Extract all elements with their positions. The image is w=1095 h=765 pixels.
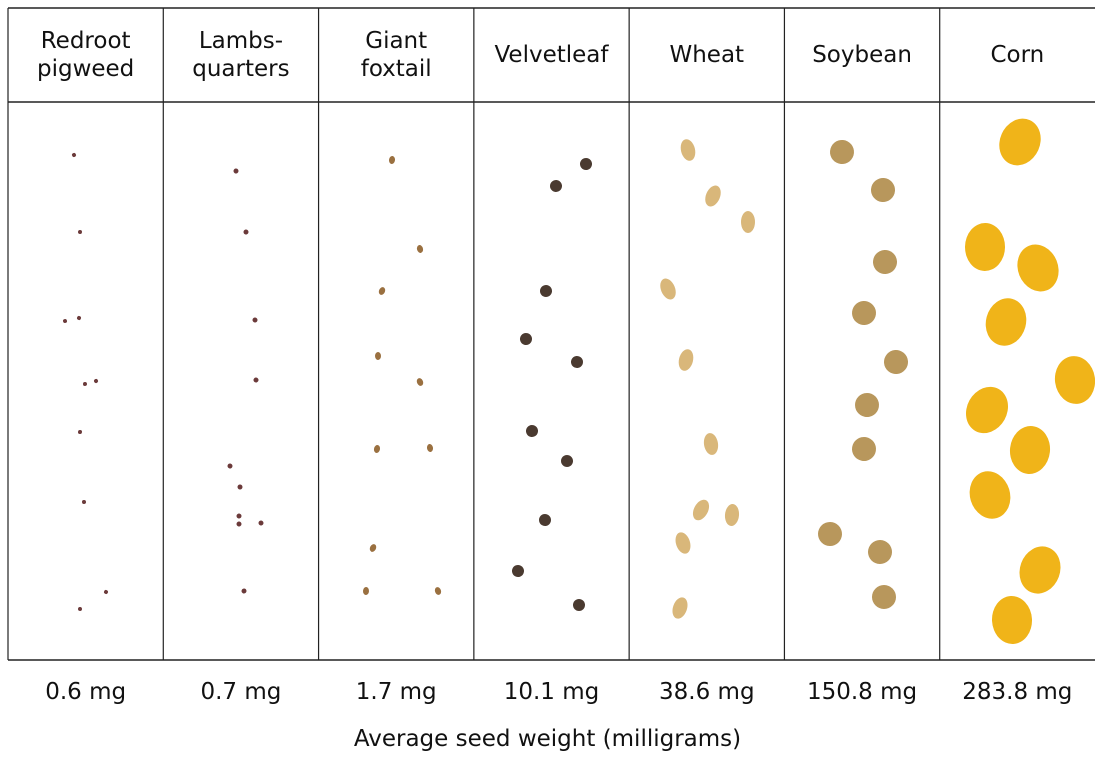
seed	[236, 521, 242, 527]
seed	[78, 607, 82, 611]
seed	[705, 185, 721, 207]
seed-weight: 38.6 mg	[659, 679, 755, 705]
seed	[369, 544, 377, 552]
seed	[526, 425, 538, 437]
seed	[253, 377, 259, 383]
seed	[680, 139, 696, 161]
seed	[872, 585, 896, 609]
seed	[873, 250, 897, 274]
seed	[965, 386, 1009, 434]
seed	[672, 597, 688, 619]
seed	[660, 278, 676, 300]
seed	[1054, 356, 1095, 404]
seed	[434, 587, 442, 595]
seed-weight: 1.7 mg	[355, 679, 437, 705]
seed	[999, 118, 1041, 166]
seed	[388, 156, 396, 164]
seed	[227, 463, 233, 469]
seed	[63, 319, 67, 323]
seed	[258, 520, 264, 526]
seed	[703, 433, 719, 455]
seed	[818, 522, 842, 546]
seed	[416, 378, 424, 386]
seed	[520, 333, 532, 345]
column-header: Velvetleaf	[494, 42, 609, 68]
seed	[561, 455, 573, 467]
seed	[1009, 426, 1051, 474]
seed	[741, 211, 755, 233]
seed	[550, 180, 562, 192]
seed	[78, 430, 82, 434]
seed	[94, 379, 98, 383]
seed	[964, 223, 1006, 271]
seed	[77, 316, 81, 320]
seed	[678, 349, 694, 371]
seed	[830, 140, 854, 164]
seed	[540, 285, 552, 297]
column-header: Lambs- quarters	[192, 28, 290, 82]
seed	[1019, 546, 1061, 594]
seed	[252, 317, 258, 323]
seed	[571, 356, 583, 368]
column-header: Wheat	[669, 42, 745, 68]
seed	[233, 168, 239, 174]
seed	[855, 393, 879, 417]
seed	[884, 350, 908, 374]
seed	[104, 590, 108, 594]
seed-weight: 10.1 mg	[503, 679, 600, 705]
seed	[373, 445, 381, 453]
seed-weight: 0.7 mg	[200, 679, 282, 705]
seed	[416, 245, 424, 253]
seed	[241, 588, 247, 594]
seed	[378, 287, 386, 295]
caption: Average seed weight (milligrams)	[353, 726, 742, 752]
seed	[969, 471, 1011, 519]
seed	[1017, 244, 1059, 292]
seed	[512, 565, 524, 577]
seed-weight: 0.6 mg	[45, 679, 127, 705]
seed	[580, 158, 592, 170]
seed	[852, 437, 876, 461]
seed	[243, 229, 249, 235]
column-header: Corn	[990, 42, 1045, 68]
seed	[724, 504, 740, 526]
seed	[362, 587, 370, 595]
seed	[868, 540, 892, 564]
seed	[692, 499, 710, 521]
seed-weight: 150.8 mg	[806, 679, 918, 705]
seed	[374, 352, 382, 360]
seed	[236, 513, 242, 519]
seed	[82, 500, 86, 504]
column-header: Soybean	[812, 42, 912, 68]
column-header: Redroot pigweed	[36, 28, 135, 82]
seed	[426, 444, 434, 452]
seed	[852, 301, 876, 325]
seed	[991, 596, 1033, 644]
seed	[573, 599, 585, 611]
seed-weight: 283.8 mg	[962, 679, 1073, 705]
column-header: Giant foxtail	[360, 28, 432, 82]
seed	[985, 298, 1027, 346]
seed	[78, 230, 82, 234]
seed	[539, 514, 551, 526]
seed	[237, 484, 243, 490]
seed	[871, 177, 895, 202]
seed	[675, 532, 691, 554]
seed	[83, 382, 87, 386]
seed	[72, 153, 76, 157]
